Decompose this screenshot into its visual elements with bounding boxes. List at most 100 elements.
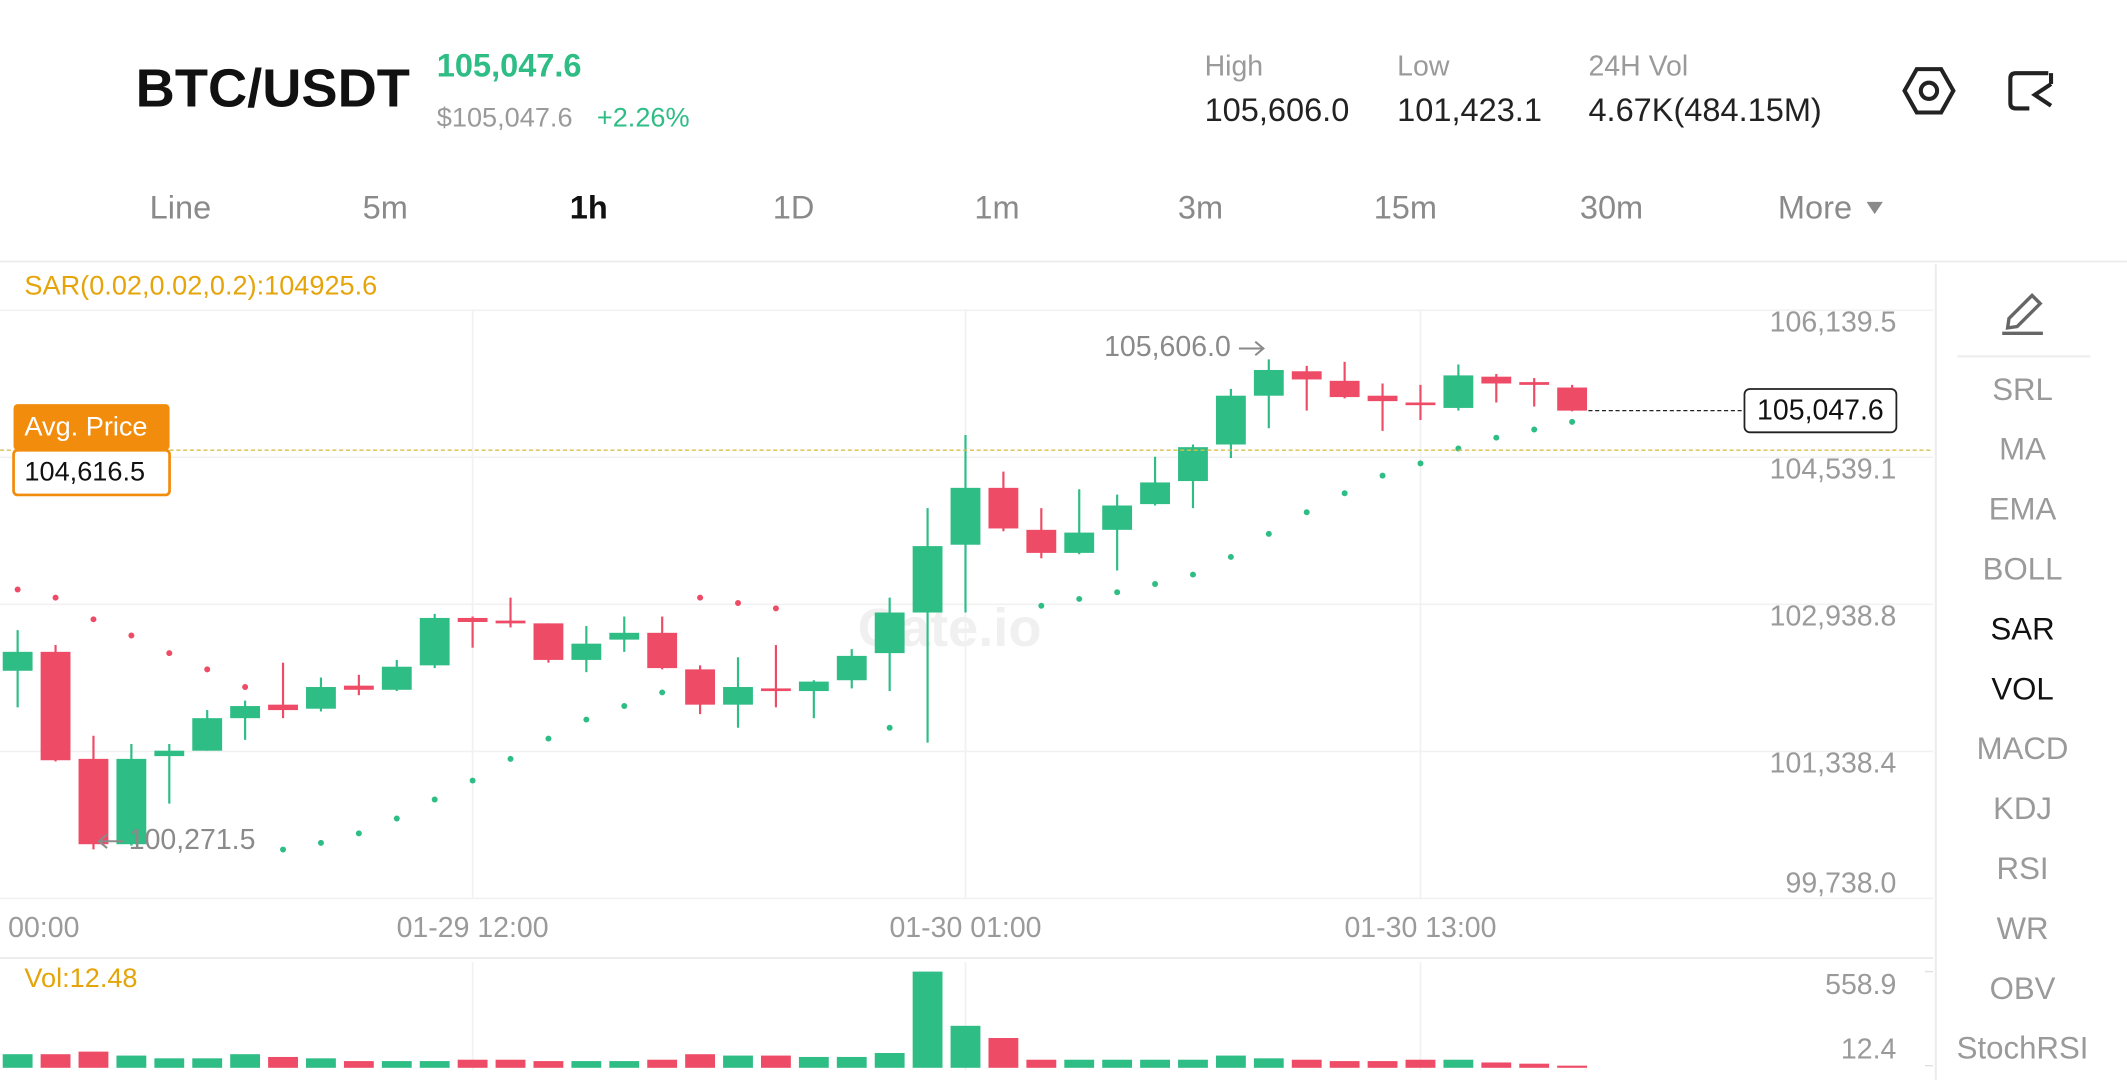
tab[interactable]: Line: [150, 190, 212, 226]
sar-dot: [886, 724, 893, 731]
sar-dot: [545, 735, 552, 742]
last-price-box: [1743, 388, 1898, 434]
volume-bar: [798, 1056, 829, 1068]
stat-label: High: [1205, 50, 1264, 82]
volume-bar: [533, 1061, 564, 1068]
avg-price-tag: [13, 404, 170, 451]
volume-bar: [1329, 1061, 1360, 1068]
volume-bar: [306, 1058, 336, 1068]
volume-bar: [1140, 1059, 1170, 1068]
tab[interactable]: 1m: [974, 190, 1019, 226]
tab[interactable]: 1D: [773, 190, 815, 226]
candle-body: [1026, 529, 1057, 553]
volume-bar: [78, 1051, 109, 1068]
volume-bar: [1064, 1059, 1095, 1068]
sar-dot: [1493, 434, 1500, 441]
volume-bar: [760, 1055, 791, 1068]
sar-dot: [1189, 571, 1196, 578]
candle-body: [1367, 395, 1398, 402]
indicator[interactable]: EMA: [1989, 492, 2057, 527]
sar-dot: [1569, 418, 1576, 425]
sar-dot: [166, 650, 173, 657]
indicator[interactable]: StochRSI: [1957, 1031, 2089, 1066]
sar-dot: [1417, 460, 1424, 467]
stat-value: 101,423.1: [1397, 92, 1542, 128]
x-tick-label: 01-30 13:00: [1344, 912, 1496, 944]
dot: [1918, 80, 1940, 101]
tab[interactable]: 3m: [1178, 190, 1223, 226]
indicator[interactable]: SAR: [1990, 611, 2054, 646]
sar-dot: [659, 689, 666, 696]
draw-tool-icon[interactable]: [2002, 293, 2043, 336]
stats: High 105,606.0 Low 101,423.1 24H Vol 4.67K(48…: [1205, 50, 1822, 128]
indicator[interactable]: SRL: [1992, 372, 2053, 407]
volume-bar: [647, 1059, 678, 1068]
y-tick-label: 102,938.8: [1770, 600, 1897, 632]
indicator[interactable]: WR: [1997, 911, 2049, 946]
candle-body: [40, 651, 71, 761]
candle-body: [306, 687, 336, 709]
sar-dot: [242, 684, 249, 691]
volume-bar: [685, 1054, 716, 1068]
candle-body: [78, 758, 109, 845]
volume-bar: [2, 1054, 33, 1068]
tab[interactable]: More: [1778, 190, 1852, 226]
sar-dot: [393, 815, 400, 822]
candle-body: [760, 688, 791, 692]
volume-bar: [154, 1058, 185, 1068]
volume-bar: [192, 1058, 223, 1068]
change: +2.26%: [597, 101, 690, 132]
switch-icon[interactable]: [2008, 71, 2054, 111]
candle-body: [1215, 395, 1246, 445]
indicator[interactable]: BOLL: [1983, 552, 2063, 587]
candle-body: [798, 681, 829, 692]
indicator[interactable]: VOL: [1991, 671, 2053, 706]
tab[interactable]: 15m: [1374, 190, 1437, 226]
tab[interactable]: 30m: [1580, 190, 1643, 226]
sar-dot: [583, 716, 590, 723]
tab[interactable]: 1h: [570, 190, 608, 226]
candle-body: [2, 651, 33, 671]
volume-bar: [495, 1059, 526, 1068]
marks: [2, 359, 1588, 1068]
y-tick-label: 101,338.4: [1770, 747, 1897, 779]
stat-label: Low: [1397, 50, 1450, 82]
overlay: 106,139.5 104,539.1 102,938.8 101,338.4 99,7…: [0, 306, 1934, 1065]
volume-bar: [40, 1054, 71, 1068]
sar-dot: [128, 632, 135, 639]
indicator[interactable]: KDJ: [1993, 791, 2052, 826]
indicator[interactable]: RSI: [1997, 851, 2049, 886]
low-marker-label: 100,271.5: [129, 824, 256, 856]
indicator[interactable]: OBV: [1990, 971, 2056, 1006]
candle-body: [192, 718, 223, 751]
candle-body: [1102, 505, 1133, 530]
candle-body: [1405, 402, 1436, 406]
x-tick-label: 00:00: [8, 912, 79, 944]
sar-dot: [14, 586, 21, 593]
volume-bar: [874, 1052, 905, 1068]
sar-dot: [1379, 472, 1386, 479]
volume-label: Vol:12.48: [24, 962, 137, 993]
sar-dot: [1531, 426, 1538, 433]
dropdown-caret: [1866, 201, 1883, 215]
candle-body: [1178, 447, 1208, 482]
sar-dot: [1303, 509, 1310, 516]
indicator[interactable]: MA: [1999, 432, 2046, 467]
volume-bar: [343, 1061, 374, 1068]
indicator[interactable]: MACD: [1977, 731, 2069, 766]
tab[interactable]: 5m: [363, 190, 408, 226]
settings-icon[interactable]: [1902, 67, 1956, 115]
stat-value: 4.67K(484.15M): [1588, 92, 1821, 128]
candle-body: [1064, 532, 1095, 553]
volume-bar: [1215, 1055, 1246, 1068]
volume-bar: [1291, 1059, 1322, 1068]
candle-body: [1291, 371, 1322, 380]
avg-price-label: 104,616.5: [24, 455, 145, 486]
sar-dot: [507, 755, 514, 762]
volume-bar: [1443, 1059, 1474, 1068]
volume-bar: [836, 1056, 867, 1068]
pencil: [2005, 293, 2043, 330]
sar-dot: [317, 839, 324, 846]
arrow: [2031, 73, 2054, 108]
